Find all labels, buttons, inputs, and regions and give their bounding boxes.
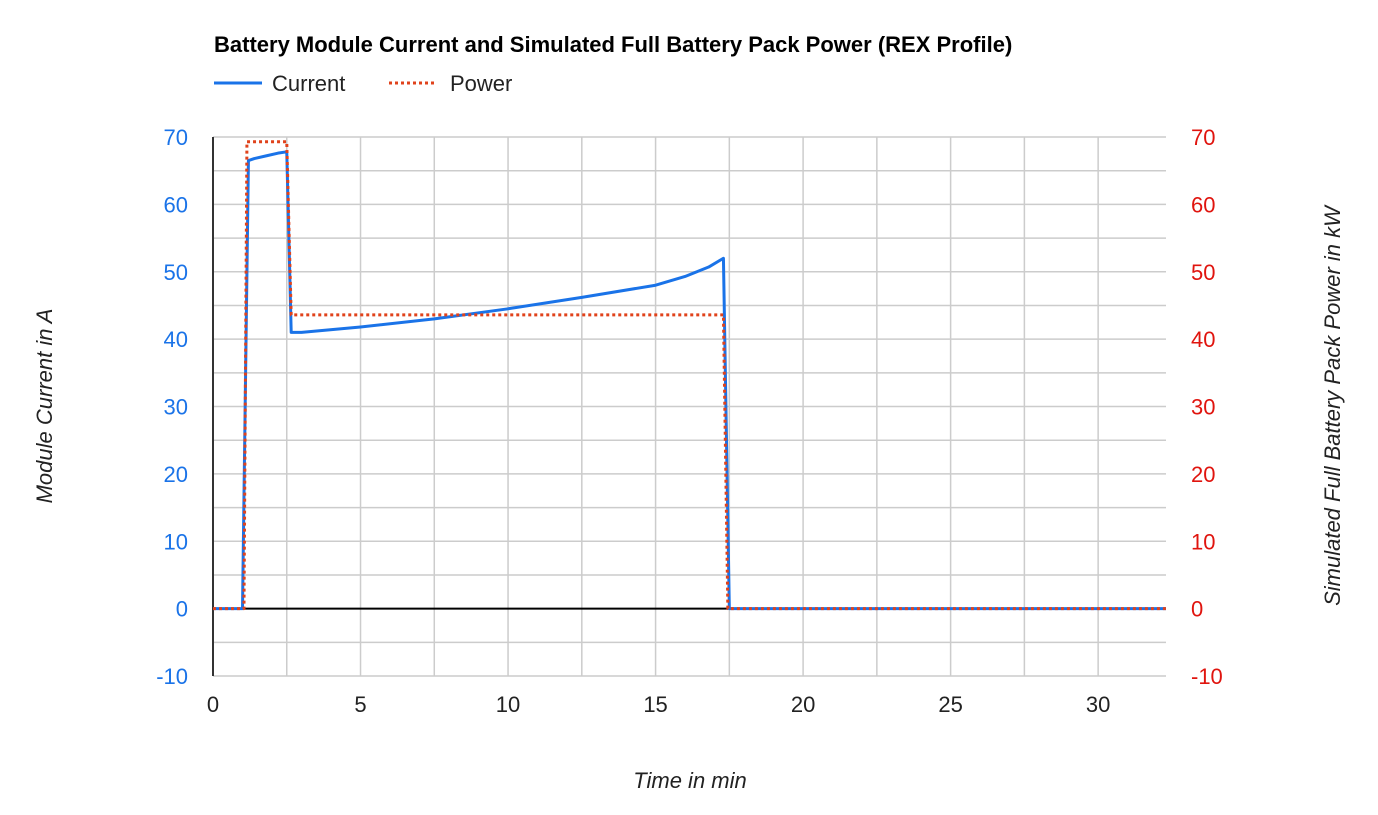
series-line-current[interactable] bbox=[213, 150, 1166, 611]
x-tick-label: 20 bbox=[791, 692, 815, 717]
legend-item-current[interactable]: Current bbox=[214, 71, 345, 96]
y-tick-label-right: -10 bbox=[1191, 664, 1223, 689]
y-tick-label-left: 20 bbox=[164, 462, 188, 487]
series-layer bbox=[213, 140, 1166, 611]
y-tick-label-left: 10 bbox=[164, 529, 188, 554]
legend-label-power: Power bbox=[450, 71, 512, 96]
y-axis-title-right: Simulated Full Battery Pack Power in kW bbox=[1320, 204, 1345, 606]
legend-item-power[interactable]: Power bbox=[389, 71, 512, 96]
y-tick-label-right: 40 bbox=[1191, 327, 1215, 352]
x-tick-label: 25 bbox=[938, 692, 962, 717]
y-tick-label-right: 20 bbox=[1191, 462, 1215, 487]
y-tick-label-left: 30 bbox=[164, 395, 188, 420]
x-tick-label: 0 bbox=[207, 692, 219, 717]
y-axis-title-left: Module Current in A bbox=[32, 309, 57, 504]
y-tick-label-left: -10 bbox=[156, 664, 188, 689]
y-tick-label-left: 50 bbox=[164, 260, 188, 285]
series-line-power[interactable] bbox=[213, 140, 1166, 611]
y-tick-label-right: 10 bbox=[1191, 529, 1215, 554]
y-tick-label-right: 0 bbox=[1191, 597, 1203, 622]
y-tick-label-right: 60 bbox=[1191, 192, 1215, 217]
y-tick-label-right: 30 bbox=[1191, 395, 1215, 420]
x-tick-label: 10 bbox=[496, 692, 520, 717]
ticks-layer: 70 60 50 40 30 20 10 0 -10 70 60 50 40 30 20 10 0 -10 0 5 10… bbox=[156, 125, 1223, 717]
x-tick-label: 15 bbox=[643, 692, 667, 717]
y-tick-label-right: 70 bbox=[1191, 125, 1215, 150]
y-tick-label-left: 40 bbox=[164, 327, 188, 352]
y-tick-label-left: 0 bbox=[176, 597, 188, 622]
legend[interactable]: Current Power bbox=[214, 71, 512, 96]
x-tick-label: 5 bbox=[354, 692, 366, 717]
x-tick-label: 30 bbox=[1086, 692, 1110, 717]
chart-title: Battery Module Current and Simulated Ful… bbox=[214, 32, 1012, 57]
y-tick-label-right: 50 bbox=[1191, 260, 1215, 285]
legend-label-current: Current bbox=[272, 71, 345, 96]
y-tick-label-left: 70 bbox=[164, 125, 188, 150]
y-tick-label-left: 60 bbox=[164, 192, 188, 217]
grid-layer bbox=[213, 136, 1166, 677]
x-axis-title: Time in min bbox=[633, 768, 747, 793]
